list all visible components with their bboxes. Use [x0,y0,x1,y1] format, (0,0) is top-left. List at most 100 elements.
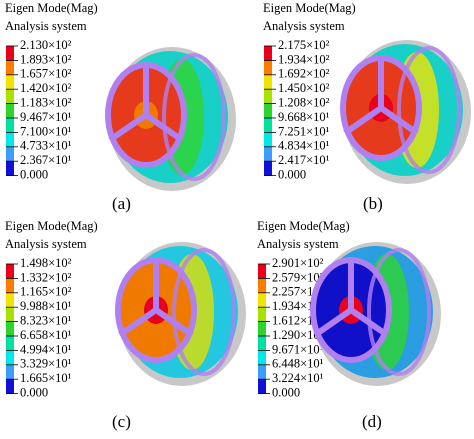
scale-label: 3.224×10¹ [272,371,324,385]
scale-label: 1.665×10¹ [20,371,72,385]
model-rim [162,53,226,181]
color-bar-segment [6,118,14,133]
color-bar-segment [6,292,14,308]
panel: Eigen Mode(Mag)Analysis system2.130×10²1… [5,1,236,213]
scale-label: 6.448×10¹ [272,357,324,371]
color-bar-segment [6,89,14,104]
color-bar-segment [258,307,266,322]
color-bar-segment [258,379,266,394]
model-rim [367,248,431,376]
panel-subtitle: Analysis system [5,237,87,251]
scale-label: 1.498×10² [20,256,72,270]
scale-label: 9.671×10¹ [272,342,324,356]
scale-label: 1.332×10² [20,270,72,284]
scale-label: 2.579×10² [272,270,324,284]
scale-label: 6.658×10¹ [20,328,72,342]
panel-label: (c) [112,412,131,431]
color-bar-segment [6,60,14,75]
scale-label: 2.901×10² [272,256,324,270]
color-bar-segment [6,103,14,118]
scale-label: 4.733×10¹ [20,139,72,153]
scale-label: 1.165×10² [20,285,72,299]
scale-label: 2.130×10² [20,38,72,52]
color-bar-segment [258,264,266,279]
color-bar-segment [264,89,272,104]
color-bar-segment [258,336,266,351]
color-bar-segment [6,161,14,176]
scale-label: 9.668×10¹ [278,110,330,124]
panel: Eigen Mode(Mag)Analysis system1.498×10²1… [5,219,246,431]
color-bar-segment [264,74,272,90]
panel-title: Eigen Mode(Mag) [257,219,350,233]
panel: Eigen Mode(Mag)Analysis system2.175×10²1… [263,1,471,213]
scale-label: 1.183×10² [20,95,72,109]
color-bar-segment [6,364,14,380]
color-bar-segment [258,278,266,293]
scale-label: 1.692×10² [278,67,330,81]
panel-title: Eigen Mode(Mag) [5,1,98,15]
scale-label: 1.893×10² [20,52,72,66]
model-spoke [118,307,158,338]
color-bar-segment [264,118,272,133]
color-bar-segment [6,46,14,61]
scale-label: 0.000 [272,385,300,399]
model-rim [172,248,236,376]
color-bar-segment [6,379,14,394]
scale-label: 1.934×10² [278,52,330,66]
model-rim [397,46,461,174]
panel-subtitle: Analysis system [263,19,345,33]
model-spoke [313,307,353,338]
color-bar-segment [6,146,14,162]
color-bar-segment [264,132,272,147]
color-bar-segment [6,336,14,351]
scale-label: 3.329×10¹ [20,357,72,371]
model-spoke [108,112,148,143]
scale-label: 2.175×10² [278,38,330,52]
scale-label: 7.251×10¹ [278,124,330,138]
color-bar-segment [6,307,14,322]
color-bar-segment [258,364,266,380]
color-bar-segment [264,146,272,162]
scale-label: 2.417×10¹ [278,153,330,167]
color-bar-segment [264,161,272,176]
color-bar-segment [258,350,266,365]
color-bar-segment [6,264,14,279]
scale-label: 0.000 [20,167,48,181]
scale-label: 2.367×10¹ [20,153,72,167]
scale-label: 8.323×10¹ [20,313,72,327]
model-spoke [343,105,383,136]
panel: Eigen Mode(Mag)Analysis system2.901×10²2… [257,219,441,431]
scale-label: 9.988×10¹ [20,299,72,313]
scale-label: 1.420×10² [20,81,72,95]
panel-subtitle: Analysis system [257,237,339,251]
scale-label: 1.450×10² [278,81,330,95]
mode-shape-model [105,47,236,191]
mode-shape-model [340,40,471,184]
panel-label: (a) [112,194,131,213]
color-bar-segment [6,74,14,90]
color-bar-segment [264,103,272,118]
color-bar-segment [258,292,266,308]
scale-label: 0.000 [278,167,306,181]
color-bar-segment [264,46,272,61]
panel-subtitle: Analysis system [5,19,87,33]
color-bar-segment [6,278,14,293]
scale-label: 2.257×10² [272,285,324,299]
scale-label: 7.100×10¹ [20,124,72,138]
mode-shape-model [115,242,246,386]
color-bar-segment [6,321,14,336]
scale-label: 9.467×10¹ [20,110,72,124]
scale-label: 1.208×10² [278,95,330,109]
color-bar-segment [6,132,14,147]
mode-shape-model [310,242,441,386]
scale-label: 4.994×10¹ [20,342,72,356]
scale-label: 1.290×10² [272,328,324,342]
panel-label: (d) [362,412,382,431]
color-bar-segment [264,60,272,75]
panel-title: Eigen Mode(Mag) [263,1,356,15]
color-bar-segment [6,350,14,365]
panel-label: (b) [363,194,383,213]
scale-label: 4.834×10¹ [278,139,330,153]
color-bar-segment [258,321,266,336]
